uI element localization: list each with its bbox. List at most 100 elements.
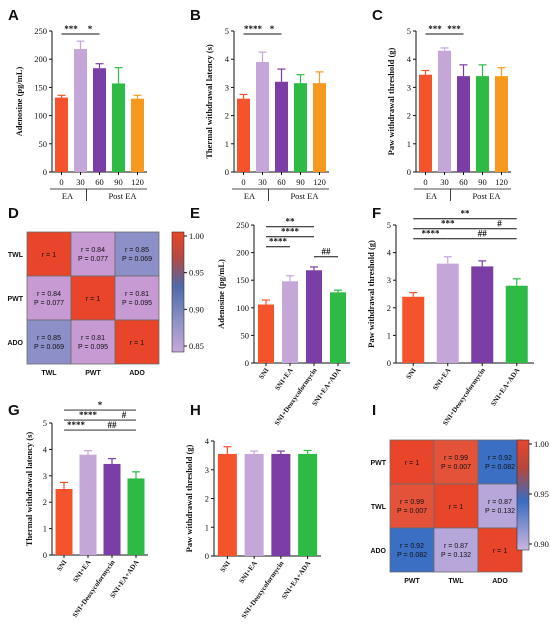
heatmap-cell-text: P = 0.095: [78, 344, 108, 351]
heatmap-cell-text: r = 0.92: [400, 543, 424, 550]
colorbar-tick-label: 0.90: [189, 304, 204, 314]
significance-label: ***: [441, 219, 455, 229]
heatmap-row-label: PWT: [7, 296, 23, 303]
panel-h-bar-chart: 0 1 2 3 4 Paw withdrawal threshold (g) SNI SNI+…: [184, 436, 321, 620]
bar: [476, 76, 489, 172]
x-tick-label: 60: [95, 177, 104, 187]
x-tick-label: 120: [131, 177, 144, 187]
significance-label: ****: [269, 237, 288, 247]
y-tick-label: 3: [225, 82, 229, 92]
heatmap-row-label: TWL: [8, 252, 24, 259]
significance-label: #: [497, 219, 502, 229]
x-category-label: SNI+Deoxycoformycin: [71, 558, 117, 618]
colorbar-tick-label: 1.00: [534, 439, 549, 449]
bar: [237, 98, 250, 172]
panel-d-heatmap: r = 1 r = 0.84 P = 0.077 r = 0.85 P = 0.069 r…: [7, 231, 203, 377]
y-tick-label: 0: [43, 167, 47, 177]
panel-label-h: H: [190, 402, 201, 419]
heatmap-cell-text: P = 0.082: [485, 464, 515, 471]
heatmap-cell-text: r = 1: [449, 504, 463, 511]
heatmap-cell-text: P = 0.132: [441, 552, 471, 559]
heatmap-cell-text: r = 0.85: [37, 335, 61, 342]
bar: [457, 76, 470, 172]
bar: [294, 83, 307, 172]
y-axis-label: Adenosine (pg/mL): [216, 259, 226, 329]
panel-label-c: C: [372, 7, 383, 24]
panel-label-i: I: [372, 402, 376, 419]
significance-label: ****: [79, 410, 98, 420]
significance-label: *: [98, 400, 103, 410]
group-label-post-ea: Post EA: [290, 191, 319, 201]
panel-i-heatmap: r = 1 r = 0.99 P = 0.007 r = 0.92 P = 0.082 r…: [370, 439, 548, 585]
x-tick-label: 0: [241, 177, 245, 187]
bar: [282, 281, 298, 363]
x-category-label: SNI+EA+ADA: [489, 367, 521, 408]
heatmap-cell: [389, 527, 435, 573]
y-axis-label: Adenosine (pg/mL): [14, 67, 24, 137]
y-tick-label: 2: [205, 494, 209, 504]
bar: [256, 62, 269, 172]
bar: [55, 97, 68, 172]
heatmap-cell-text: r = 0.84: [81, 247, 105, 254]
y-tick-label: 5: [43, 418, 47, 428]
panel-label-g: G: [8, 402, 20, 419]
group-label-post-ea: Post EA: [108, 191, 137, 201]
panel-a-bar-chart: 0 50 100 150 200 250 Adenosine (pg/mL) 0 30 60 90 1…: [14, 24, 147, 201]
heatmap-cell: [477, 527, 523, 573]
heatmap-col-label: PWT: [85, 370, 101, 377]
x-tick-label: 120: [313, 177, 326, 187]
bar: [127, 478, 145, 555]
colorbar-tick-label: 0.90: [534, 539, 549, 549]
y-tick-label: 4: [43, 444, 48, 454]
bar: [131, 98, 144, 172]
significance-label: **: [286, 217, 296, 227]
y-tick-label: 2: [387, 303, 391, 313]
y-tick-label: 4: [407, 54, 412, 64]
bar: [505, 285, 528, 363]
significance-label: ##: [322, 247, 332, 257]
significance-label: ##: [478, 229, 488, 239]
x-tick-label: 60: [459, 177, 468, 187]
heatmap-cell: [433, 527, 479, 573]
bar: [258, 304, 274, 363]
x-category-label: SNI: [257, 366, 270, 380]
significance-label: ##: [108, 420, 118, 430]
significance-label: ****: [281, 227, 300, 237]
significance-label: ***: [428, 24, 442, 34]
bar: [112, 83, 125, 172]
y-axis-label: Thermal withdrawal latency (s): [204, 44, 214, 159]
x-tick-label: 90: [114, 177, 123, 187]
y-tick-label: 4: [205, 436, 210, 446]
bar: [93, 68, 106, 172]
heatmap-cell: [433, 483, 479, 529]
y-axis-label: Paw withdrawal threshold (g): [386, 47, 396, 155]
heatmap-cell-text: r = 1: [42, 252, 56, 259]
y-tick-label: 0: [43, 550, 47, 560]
y-tick-label: 1: [205, 522, 209, 532]
y-tick-label: 4: [225, 54, 230, 64]
heatmap-cell: [114, 231, 160, 277]
bar: [330, 292, 346, 363]
x-category-label: SNI: [405, 366, 418, 380]
heatmap-cell-text: P = 0.077: [78, 256, 108, 263]
heatmap-cell-text: P = 0.082: [397, 552, 427, 559]
heatmap-cell-text: r = 0.84: [37, 291, 61, 298]
panel-e-bar-chart: 0 50 100 150 200 250 Adenosine (pg/mL) SNI SNI+E…: [216, 217, 350, 427]
heatmap-cell: [477, 483, 523, 529]
y-tick-label: 2: [407, 111, 411, 121]
panel-label-d: D: [8, 205, 19, 222]
heatmap-cell-text: P = 0.069: [34, 344, 64, 351]
bar: [103, 463, 121, 555]
y-tick-label: 50: [241, 330, 250, 340]
heatmap-row-label: ADO: [7, 340, 23, 347]
heatmap-cell-text: P = 0.132: [485, 508, 515, 515]
heatmap-cell-text: P = 0.007: [441, 464, 471, 471]
heatmap-cell: [70, 319, 116, 365]
colorbar-tick-label: 0.85: [189, 341, 204, 351]
y-tick-label: 200: [34, 54, 47, 64]
x-tick-label: 90: [478, 177, 487, 187]
y-tick-label: 0: [387, 358, 391, 368]
heatmap-cell-text: r = 1: [130, 340, 144, 347]
y-tick-label: 1: [225, 139, 229, 149]
